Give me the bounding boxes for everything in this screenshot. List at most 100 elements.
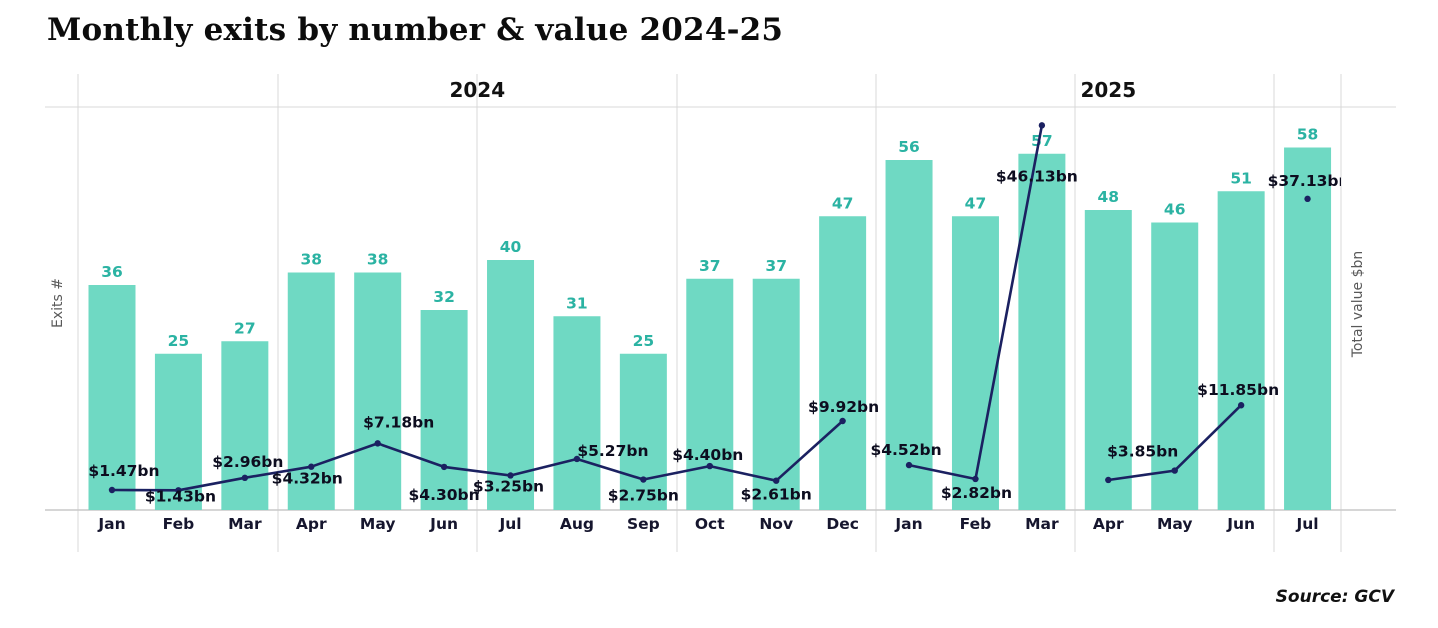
x-tick-label-oct-2024: Oct (695, 515, 725, 533)
bar-value-label: 25 (168, 332, 190, 350)
bar-value-label: 31 (566, 294, 588, 312)
line-marker-jul-2025[interactable] (1304, 195, 1311, 203)
bar-jul-2025[interactable] (1284, 147, 1332, 511)
year-label-2024: 2024 (449, 78, 505, 102)
bar-jan-2025[interactable] (885, 160, 933, 510)
line-value-label: $4.40bn (672, 446, 743, 464)
bar-jul-2024[interactable] (487, 260, 535, 510)
bar-value-label: 47 (965, 194, 987, 212)
bar-apr-2025[interactable] (1084, 210, 1132, 510)
line-marker-aug-2024[interactable] (573, 455, 581, 463)
bar-value-label: 51 (1230, 169, 1252, 187)
line-marker-jan-2024[interactable] (108, 486, 116, 494)
bar-value-label: 27 (234, 319, 256, 337)
line-value-label: $4.52bn (870, 441, 941, 459)
line-value-label: $7.18bn (363, 413, 434, 431)
value-line-segment (110, 419, 844, 492)
bar-jan-2024[interactable] (88, 285, 136, 510)
bar-value-label: 48 (1098, 188, 1120, 206)
line-marker-mar-2024[interactable] (241, 474, 249, 482)
line-marker-feb-2025[interactable] (972, 475, 979, 483)
x-tick-label-apr-2025: Apr (1093, 515, 1124, 533)
line-value-label: $3.85bn (1107, 443, 1178, 461)
line-marker-apr-2024[interactable] (308, 463, 315, 470)
bar-value-label: 25 (633, 332, 655, 350)
line-marker-dec-2024[interactable] (839, 417, 846, 425)
bar-dec-2024[interactable] (819, 216, 867, 510)
bar-aug-2024[interactable] (553, 316, 601, 510)
bar-value-label: 47 (832, 194, 854, 212)
x-tick-label-jan-2025: Jan (894, 515, 922, 533)
line-value-label: $1.47bn (88, 462, 159, 480)
line-value-label: $2.82bn (941, 484, 1012, 502)
line-marker-nov-2024[interactable] (773, 477, 780, 484)
line-value-label: $1.43bn (145, 487, 216, 505)
bar-value-label: 32 (433, 288, 455, 306)
x-tick-label-may-2025: May (1157, 515, 1193, 533)
x-tick-label-jul-2025: Jul (1295, 515, 1318, 533)
line-value-label: $9.92bn (808, 398, 879, 416)
line-marker-jun-2024[interactable] (440, 463, 448, 471)
bar-value-label: 56 (898, 138, 920, 156)
line-marker-oct-2024[interactable] (706, 462, 713, 470)
line-marker-mar-2025[interactable] (1038, 122, 1046, 129)
line-value-label: $4.32bn (272, 470, 343, 488)
bar-nov-2024[interactable] (752, 278, 800, 510)
bar-value-label: 57 (1031, 132, 1053, 150)
bar-value-label: 36 (101, 263, 123, 281)
bar-feb-2025[interactable] (951, 216, 999, 510)
line-marker-sep-2024[interactable] (640, 476, 647, 483)
bar-jun-2025[interactable] (1217, 191, 1265, 510)
x-tick-label-apr-2024: Apr (296, 515, 327, 533)
bar-may-2024[interactable] (354, 272, 402, 511)
x-tick-label-jun-2025: Jun (1226, 515, 1255, 533)
line-marker-jul-2024[interactable] (507, 472, 514, 479)
line-value-label: $4.30bn (409, 486, 480, 504)
bar-oct-2024[interactable] (686, 278, 734, 510)
chart-title: Monthly exits by number & value 2024-25 (47, 12, 784, 48)
line-value-label: $2.61bn (741, 486, 812, 504)
line-marker-jan-2025[interactable] (905, 461, 913, 469)
x-tick-label-mar-2024: Mar (228, 515, 262, 533)
x-tick-label-feb-2025: Feb (960, 515, 992, 533)
x-tick-label-aug-2024: Aug (560, 515, 594, 533)
line-value-label: $2.75bn (608, 487, 679, 505)
bar-value-label: 37 (765, 257, 787, 275)
x-tick-label-nov-2024: Nov (759, 515, 793, 533)
bar-jun-2024[interactable] (420, 310, 468, 510)
line-marker-feb-2024[interactable] (175, 487, 182, 494)
line-value-label: $2.96bn (212, 453, 283, 471)
bar-value-label: 38 (300, 251, 322, 269)
bar-value-label: 40 (500, 238, 522, 256)
line-value-label: $5.27bn (577, 442, 648, 460)
source-credit: Source: GCV (1275, 587, 1394, 607)
x-tick-label-dec-2024: Dec (826, 515, 859, 533)
x-tick-label-feb-2024: Feb (163, 515, 195, 533)
line-value-label: $37.13bn (1268, 172, 1350, 190)
bar-may-2025[interactable] (1151, 222, 1199, 511)
line-marker-apr-2025[interactable] (1105, 476, 1112, 484)
right-axis-label: Total value $bn (1350, 251, 1366, 359)
bar-mar-2024[interactable] (221, 341, 269, 510)
line-value-label: $11.85bn (1197, 381, 1279, 399)
x-tick-label-mar-2025: Mar (1025, 515, 1059, 533)
x-tick-label-sep-2024: Sep (627, 515, 660, 533)
left-axis-label: Exits # (50, 278, 66, 328)
bar-value-label: 46 (1164, 201, 1186, 219)
line-value-label: $3.25bn (473, 477, 544, 495)
line-marker-may-2025[interactable] (1171, 467, 1178, 474)
x-tick-label-jun-2024: Jun (429, 515, 458, 533)
line-marker-jun-2025[interactable] (1237, 402, 1245, 409)
bar-value-label: 37 (699, 257, 721, 275)
x-tick-label-jul-2024: Jul (498, 515, 521, 533)
bar-sep-2024[interactable] (619, 353, 667, 510)
x-tick-label-jan-2024: Jan (97, 515, 125, 533)
bar-feb-2024[interactable] (154, 353, 202, 510)
bar-value-label: 58 (1297, 126, 1319, 144)
year-label-2025: 2025 (1080, 78, 1136, 102)
line-marker-may-2024[interactable] (374, 440, 381, 447)
bar-value-label: 38 (367, 251, 389, 269)
line-value-label: $46.13bn (996, 167, 1078, 185)
